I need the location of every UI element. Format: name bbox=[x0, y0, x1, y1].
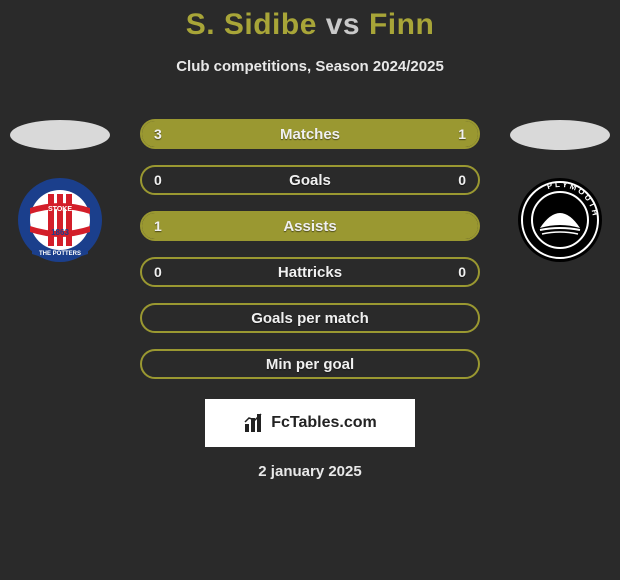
stat-bar-goals-per-match: Goals per match bbox=[140, 303, 480, 333]
generation-date: 2 january 2025 bbox=[0, 463, 620, 480]
stat-value-left: 0 bbox=[154, 264, 162, 280]
stats-bars: 3 Matches 1 0 Goals 0 1 Assists 0 Hattri… bbox=[140, 119, 480, 379]
right-club-crest: P L Y M O U T H bbox=[518, 178, 602, 262]
stoke-city-crest-icon: STOKE 1863 THE POTTERS bbox=[18, 178, 102, 262]
title-player2: Finn bbox=[369, 8, 434, 41]
stat-value-right: 0 bbox=[458, 264, 466, 280]
stat-label: Min per goal bbox=[266, 356, 354, 373]
svg-text:P L Y M O U T H: P L Y M O U T H bbox=[546, 180, 600, 217]
stat-label: Goals bbox=[289, 172, 331, 189]
svg-text:STOKE: STOKE bbox=[48, 206, 72, 213]
bar-chart-icon bbox=[243, 412, 265, 434]
footer-brand-text: FcTables.com bbox=[271, 414, 377, 432]
page-title: S. Sidibe vs Finn bbox=[0, 8, 620, 42]
stat-value-left: 1 bbox=[154, 218, 162, 234]
footer-brand: FcTables.com bbox=[205, 399, 415, 447]
title-player1: S. Sidibe bbox=[186, 8, 317, 41]
comparison-card: S. Sidibe vs Finn Club competitions, Sea… bbox=[0, 0, 620, 580]
stat-fill-left bbox=[142, 121, 394, 147]
stat-label: Matches bbox=[280, 126, 340, 143]
stat-value-right: 0 bbox=[458, 172, 466, 188]
stat-bar-matches: 3 Matches 1 bbox=[140, 119, 480, 149]
stat-label: Hattricks bbox=[278, 264, 342, 281]
stat-value-left: 0 bbox=[154, 172, 162, 188]
stat-value-right: 1 bbox=[458, 126, 466, 142]
left-club-slot: STOKE 1863 THE POTTERS bbox=[10, 120, 110, 262]
stat-label: Goals per match bbox=[251, 310, 369, 327]
svg-text:THE POTTERS: THE POTTERS bbox=[39, 251, 81, 257]
stat-value-left: 3 bbox=[154, 126, 162, 142]
right-club-slot: P L Y M O U T H bbox=[510, 120, 610, 262]
left-player-plate bbox=[10, 120, 110, 150]
stat-bar-hattricks: 0 Hattricks 0 bbox=[140, 257, 480, 287]
subtitle: Club competitions, Season 2024/2025 bbox=[0, 58, 620, 75]
right-player-plate bbox=[510, 120, 610, 150]
stat-bar-assists: 1 Assists bbox=[140, 211, 480, 241]
plymouth-crest-icon: P L Y M O U T H bbox=[518, 178, 602, 262]
stat-label: Assists bbox=[283, 218, 336, 235]
stat-bar-goals: 0 Goals 0 bbox=[140, 165, 480, 195]
stat-bar-min-per-goal: Min per goal bbox=[140, 349, 480, 379]
svg-text:1863: 1863 bbox=[51, 228, 69, 237]
title-vs: vs bbox=[326, 8, 360, 41]
left-club-crest: STOKE 1863 THE POTTERS bbox=[18, 178, 102, 262]
